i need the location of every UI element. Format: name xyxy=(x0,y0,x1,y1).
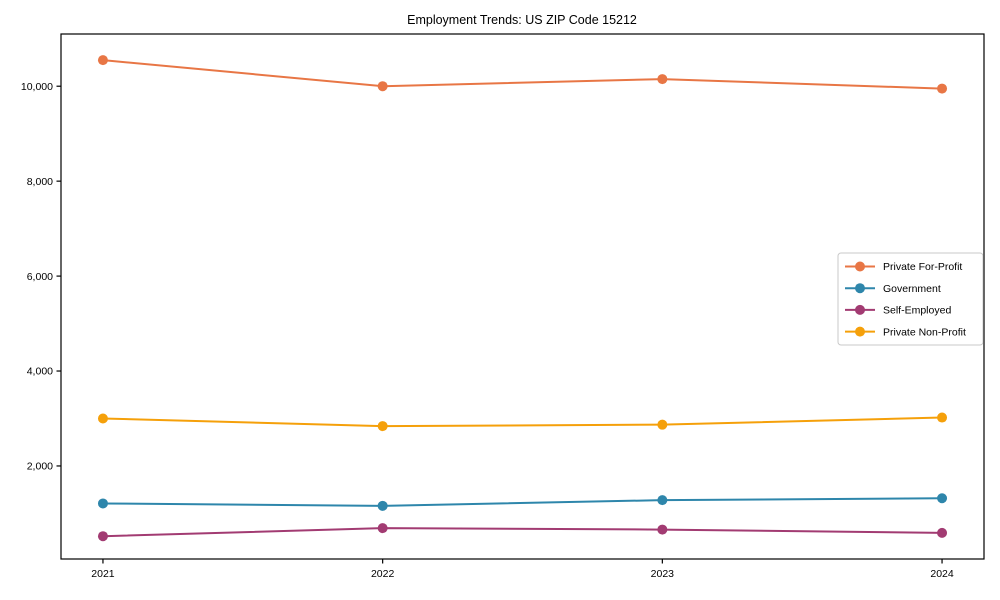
series-line-government xyxy=(102,497,943,507)
y-tick-label: 2,000 xyxy=(27,461,53,473)
series-line-private-non-profit xyxy=(102,416,943,428)
data-point xyxy=(937,527,948,538)
plot-border xyxy=(60,33,985,560)
x-tick-label: 2024 xyxy=(930,568,954,580)
data-point xyxy=(97,498,108,509)
series-line-private-for-profit xyxy=(102,59,943,90)
legend-item: Private For-Profit xyxy=(845,261,962,273)
data-point xyxy=(937,412,948,423)
data-point xyxy=(377,421,388,432)
legend-swatch-marker xyxy=(855,283,865,294)
legend-label: Government xyxy=(883,283,941,295)
data-point xyxy=(657,524,668,535)
legend-box xyxy=(837,252,984,346)
y-tick-label: 8,000 xyxy=(27,176,53,188)
series-group xyxy=(97,55,948,542)
data-point xyxy=(657,74,668,85)
data-point xyxy=(97,413,108,424)
y-tick-label: 10,000 xyxy=(21,81,53,93)
data-point xyxy=(377,523,388,534)
plot-frame xyxy=(60,33,985,560)
data-point xyxy=(937,493,948,504)
legend-item: Self-Employed xyxy=(845,305,951,317)
legend: Private For-Profit Government Self-Employe… xyxy=(837,252,984,346)
data-point xyxy=(377,500,388,511)
data-point xyxy=(657,419,668,430)
y-tick-label: 4,000 xyxy=(27,366,53,378)
legend-label: Private For-Profit xyxy=(883,261,962,273)
x-tick-label: 2021 xyxy=(91,568,115,580)
data-point xyxy=(657,495,668,506)
y-tick-label: 6,000 xyxy=(27,271,53,283)
legend-label: Self-Employed xyxy=(883,305,951,317)
legend-item: Private Non-Profit xyxy=(845,326,966,338)
chart-title: Employment Trends: US ZIP Code 15212 xyxy=(407,13,637,27)
legend-item: Government xyxy=(845,283,941,295)
series-line-self-employed xyxy=(102,527,943,538)
x-tick-label: 2023 xyxy=(651,568,675,580)
legend-swatch-marker xyxy=(855,326,865,337)
legend-label: Private Non-Profit xyxy=(883,326,966,338)
data-point xyxy=(937,83,948,94)
legend-swatch-marker xyxy=(855,304,865,315)
legend-swatch-marker xyxy=(855,261,865,272)
data-point xyxy=(97,55,108,66)
data-point xyxy=(377,81,388,92)
x-tick-label: 2022 xyxy=(371,568,395,580)
data-point xyxy=(97,531,108,542)
axes: 2,000 4,000 6,000 8,000 10,000 2021 2022 2023 20… xyxy=(21,81,954,580)
